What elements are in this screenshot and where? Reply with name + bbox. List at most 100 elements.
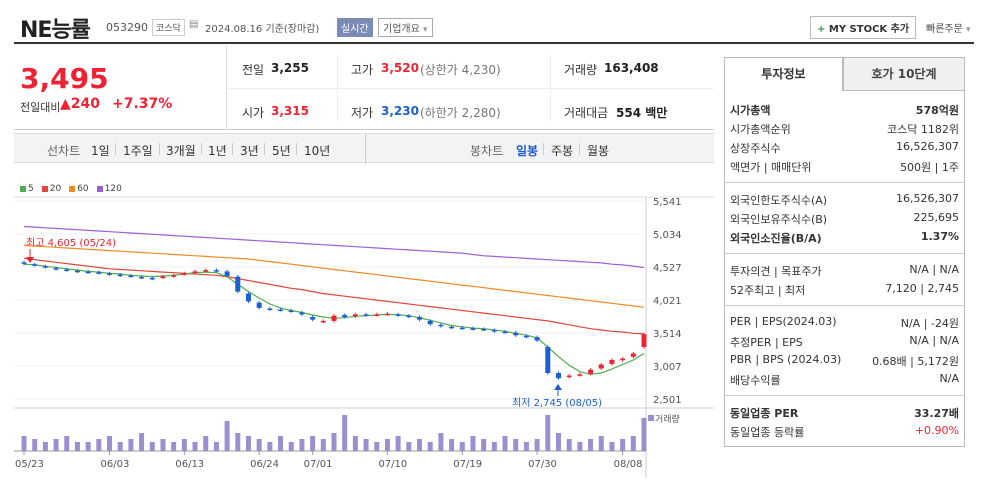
face-value-row: 액면가 | 매매단위 500원 | 1주 xyxy=(730,161,959,174)
market-cap-rank-row[interactable]: 시가총액순위 코스닥 1182위 xyxy=(730,123,959,136)
prev-close-label: 전일 xyxy=(242,63,265,77)
candle-body xyxy=(384,313,390,316)
candle-body xyxy=(149,277,155,280)
volume-bar xyxy=(181,439,187,451)
x-tick-label: 07/19 xyxy=(453,459,482,470)
opinion-row: 투자의견 | 목표주가 N/A | N/A xyxy=(730,263,959,278)
divider xyxy=(550,54,551,122)
volume-bar xyxy=(245,436,251,451)
volume-bar xyxy=(267,442,273,451)
candle-body xyxy=(42,266,48,268)
candle-body xyxy=(320,320,326,323)
candle-body xyxy=(630,353,636,357)
volume-bar xyxy=(32,439,38,451)
volume-bar xyxy=(53,439,59,451)
volume-bar xyxy=(534,439,540,451)
divider xyxy=(226,88,714,89)
divider xyxy=(579,143,580,155)
sector-rate-row[interactable]: 동일업종 등락률 +0.90% xyxy=(730,424,959,439)
dividend-row: 배당수익률 N/A xyxy=(730,372,959,387)
candle-body xyxy=(85,271,91,274)
y-tick-label: 4,527 xyxy=(653,263,682,274)
volume-bar xyxy=(363,439,369,451)
candle-body xyxy=(74,270,80,273)
volume-bar xyxy=(299,439,305,451)
open-label: 시가 xyxy=(242,106,265,120)
price-change-percent: +7.37% xyxy=(112,96,173,112)
period-3y[interactable]: 3년 xyxy=(240,144,259,158)
volume-bar xyxy=(620,439,626,451)
ma-line-60 xyxy=(23,244,645,308)
open-value: 3,315 xyxy=(271,104,309,118)
candle-body xyxy=(310,316,316,320)
period-10y[interactable]: 10년 xyxy=(304,144,331,158)
volume-bar xyxy=(384,439,390,451)
candle-daily[interactable]: 일봉 xyxy=(516,144,539,158)
market-cap-row: 시가총액 578억원 xyxy=(730,104,959,117)
line-chart-label: 선차트 xyxy=(47,144,81,158)
candle-body xyxy=(374,314,380,316)
volume-bar xyxy=(609,442,615,451)
period-3m[interactable]: 3개월 xyxy=(166,144,196,158)
divider xyxy=(115,143,116,155)
candle-body xyxy=(406,315,412,318)
volume-bar xyxy=(224,421,230,451)
stock-code: 053290 xyxy=(106,21,148,34)
current-price: 3,495 xyxy=(20,62,109,95)
candle-body xyxy=(128,275,134,278)
period-1y[interactable]: 1년 xyxy=(208,144,227,158)
x-tick-label: 06/13 xyxy=(175,459,204,470)
divider xyxy=(724,305,965,306)
period-1w[interactable]: 1주일 xyxy=(123,144,153,158)
candle-body xyxy=(192,271,198,273)
period-5y[interactable]: 5년 xyxy=(272,144,291,158)
sector-per-row[interactable]: 동일업종 PER 33.27배 xyxy=(730,407,959,420)
quote-panel: 3,495 전일대비 ▲240 +7.37% 전일 3,255 시가 3,315… xyxy=(14,46,714,130)
candle-body xyxy=(299,312,305,315)
candle-body xyxy=(545,346,551,374)
my-stock-add-button[interactable]: + MY STOCK 추가 xyxy=(810,16,917,39)
candle-monthly[interactable]: 월봉 xyxy=(587,144,610,158)
company-overview-dropdown[interactable]: 기업개요 ▾ xyxy=(378,18,433,37)
candle-body xyxy=(32,264,38,266)
candle-weekly[interactable]: 주봉 xyxy=(551,144,574,158)
volume-bar xyxy=(203,436,209,451)
divider xyxy=(724,253,965,254)
volume-bar xyxy=(406,442,412,451)
candle-chart-label: 봉차트 xyxy=(470,144,504,158)
volume-bar xyxy=(96,439,102,451)
volume-bar xyxy=(374,442,380,451)
pbr-row: PBR | BPS (2024.03) 0.68배 | 5,172원 xyxy=(730,353,959,368)
volume-bar xyxy=(128,439,134,451)
candle-body xyxy=(288,310,294,312)
candle-body xyxy=(502,331,508,334)
candle-body xyxy=(352,314,358,317)
x-tick-label: 07/10 xyxy=(378,459,407,470)
volume-bar xyxy=(320,439,326,451)
quick-order-button[interactable]: 빠른주문 ▾ xyxy=(926,24,971,35)
legend-ma-20[interactable]: 20 xyxy=(41,184,62,194)
volume-bar xyxy=(598,436,604,451)
low-arrow-icon xyxy=(554,384,562,390)
volume-bar xyxy=(278,436,284,451)
up-triangle-icon: ▲ xyxy=(60,96,71,112)
volume-bar xyxy=(21,436,27,451)
legend-ma-60[interactable]: 60 xyxy=(69,184,89,194)
tab-investment-info[interactable]: 투자정보 xyxy=(724,57,843,91)
candle-body xyxy=(235,276,241,292)
price-chart[interactable]: 5,541 5,034 4,527 4,021 3,514 3,007 2,501 최고 4,… xyxy=(14,193,714,480)
legend-ma-5[interactable]: 5 xyxy=(20,184,34,194)
realtime-button[interactable]: 실시간 xyxy=(337,18,373,37)
volume-bar xyxy=(288,442,294,451)
info-tabs: 투자정보 호가 10단계 xyxy=(724,57,965,91)
legend-ma-120[interactable]: 120 xyxy=(96,184,122,194)
tab-order-book[interactable]: 호가 10단계 xyxy=(843,57,965,91)
legend-label: 20 xyxy=(49,184,62,194)
legend-swatch xyxy=(69,185,76,192)
prev-change-label: 전일대비 xyxy=(20,101,61,114)
period-1d[interactable]: 1일 xyxy=(91,144,110,158)
volume-bar xyxy=(427,442,433,451)
divider xyxy=(232,143,233,155)
amount-value: 554 백만 xyxy=(616,106,668,120)
candle-body xyxy=(107,273,113,275)
